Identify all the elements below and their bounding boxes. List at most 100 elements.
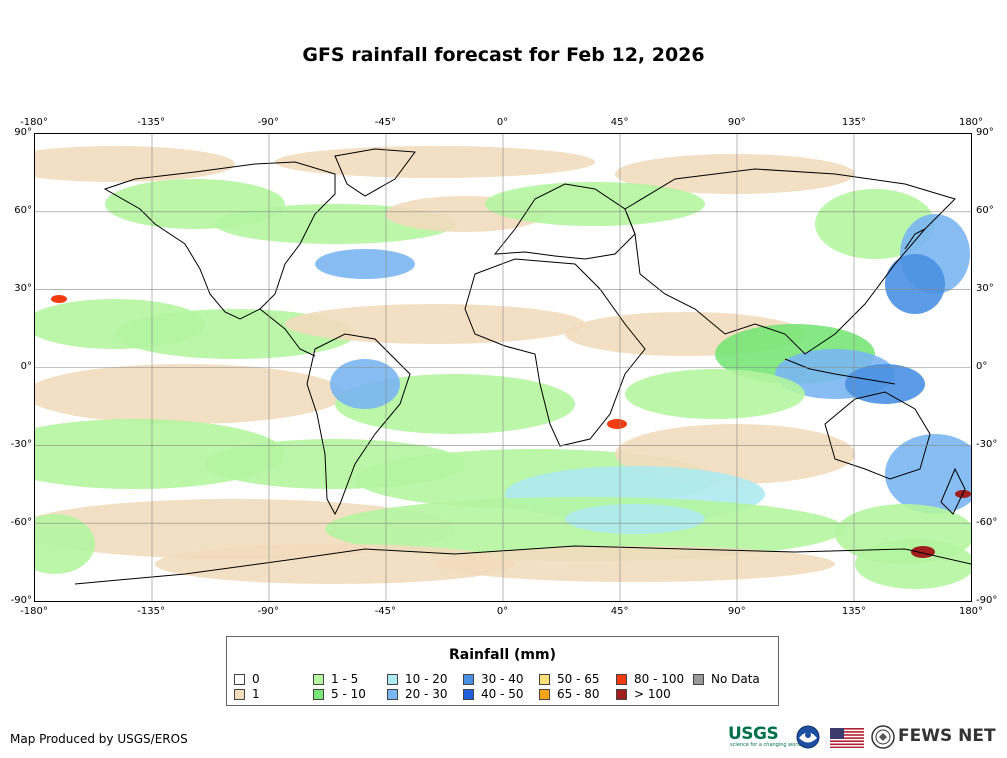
lat-tick-right: 0° xyxy=(976,361,988,372)
lat-tick-right: -30° xyxy=(976,439,998,450)
lon-tick-bottom: -90° xyxy=(257,606,279,617)
rain-area xyxy=(330,359,400,409)
lat-tick-left: 30° xyxy=(14,283,32,294)
lat-tick-right: 30° xyxy=(976,283,994,294)
rain-area xyxy=(155,544,515,584)
lon-tick-top: 135° xyxy=(841,117,866,128)
lat-tick-left: 60° xyxy=(14,205,32,216)
legend-swatch xyxy=(539,674,550,685)
rain-area xyxy=(275,146,595,178)
legend-label: 50 - 65 xyxy=(557,672,600,686)
legend-swatch xyxy=(313,674,324,685)
legend-label: 80 - 100 xyxy=(634,672,685,686)
legend-item: No Data xyxy=(693,673,760,686)
antarctica-outline xyxy=(74,545,971,585)
noaa-logo-icon xyxy=(796,725,820,749)
legend-swatch xyxy=(463,689,474,700)
lat-tick-right: -90° xyxy=(976,595,998,606)
central-america-outline xyxy=(259,308,316,357)
lat-tick-left: -90° xyxy=(10,595,32,606)
lon-tick-bottom: 90° xyxy=(727,606,746,617)
rain-area xyxy=(35,146,235,182)
legend-item: 40 - 50 xyxy=(463,688,524,701)
lat-tick-left: -30° xyxy=(10,439,32,450)
legend-item: 10 - 20 xyxy=(387,673,448,686)
rain-area xyxy=(35,364,345,424)
lon-tick-bottom: 0° xyxy=(496,606,509,617)
rain-area xyxy=(285,304,585,344)
rain-area xyxy=(565,504,705,534)
map-credit: Map Produced by USGS/EROS xyxy=(10,732,188,746)
legend-swatch xyxy=(539,689,550,700)
new-zealand-outline xyxy=(940,467,966,515)
legend-label: 40 - 50 xyxy=(481,687,524,701)
rain-area xyxy=(625,369,805,419)
lon-tick-bottom: 45° xyxy=(610,606,629,617)
maritime-continent-outline xyxy=(784,358,896,385)
legend-label: 20 - 30 xyxy=(405,687,448,701)
lat-tick-right: 60° xyxy=(976,205,994,216)
rainfall-map[interactable] xyxy=(34,133,972,602)
legend-label: 5 - 10 xyxy=(331,687,366,701)
lon-tick-bottom: 135° xyxy=(841,606,866,617)
greenland-outline xyxy=(334,148,416,197)
africa-outline xyxy=(464,258,646,447)
north-america-outline xyxy=(103,161,336,320)
australia-outline xyxy=(824,391,931,480)
usgs-tagline: science for a changing world xyxy=(730,742,802,748)
legend-swatch xyxy=(463,674,474,685)
legend-label: 1 - 5 xyxy=(331,672,359,686)
rain-area xyxy=(855,539,971,589)
lat-tick-right: 90° xyxy=(976,127,994,138)
lon-tick-top: 45° xyxy=(610,117,629,128)
lon-tick-bottom: -45° xyxy=(374,606,397,617)
lat-tick-left: 0° xyxy=(20,361,32,372)
legend-label: > 100 xyxy=(634,687,671,701)
rain-area xyxy=(845,364,925,404)
legend-item: 1 - 5 xyxy=(313,673,358,686)
legend-swatch xyxy=(387,689,398,700)
lon-tick-top: -180° xyxy=(20,117,48,128)
us-flag-icon xyxy=(830,728,864,748)
south-america-outline xyxy=(306,333,411,516)
legend-item: 1 xyxy=(234,688,260,701)
japan-outline xyxy=(904,228,926,250)
legend-item: 65 - 80 xyxy=(539,688,600,701)
legend-item: 5 - 10 xyxy=(313,688,366,701)
usgs-logo: USGS xyxy=(728,724,779,744)
legend-label: 30 - 40 xyxy=(481,672,524,686)
legend-item: 30 - 40 xyxy=(463,673,524,686)
lon-tick-bottom: 180° xyxy=(958,606,984,617)
lon-tick-top: -90° xyxy=(257,117,279,128)
state-department-seal-icon xyxy=(871,725,895,749)
rain-area xyxy=(885,434,971,514)
lat-tick-right: -60° xyxy=(976,517,998,528)
map-canvas xyxy=(35,134,971,601)
lon-tick-bottom: -135° xyxy=(137,606,165,617)
heavy-rain-spot xyxy=(51,295,67,303)
lon-tick-top: 90° xyxy=(727,117,746,128)
lat-tick-left: 90° xyxy=(14,127,32,138)
continent-outlines xyxy=(74,148,971,585)
lon-tick-top: 0° xyxy=(496,117,509,128)
legend-swatch xyxy=(387,674,398,685)
legend-label: 0 xyxy=(252,672,260,686)
legend-item: 20 - 30 xyxy=(387,688,448,701)
legend-item: > 100 xyxy=(616,688,671,701)
graticule xyxy=(35,134,971,601)
heavy-rain-spot xyxy=(607,419,627,429)
legend-label: 10 - 20 xyxy=(405,672,448,686)
rain-area xyxy=(35,499,455,559)
legend-swatch xyxy=(616,674,627,685)
rain-area xyxy=(485,182,705,226)
fews-net-logo: FEWS NET xyxy=(898,726,996,746)
lon-tick-top: 180° xyxy=(958,117,984,128)
rain-area xyxy=(435,546,835,582)
legend-swatch xyxy=(234,674,245,685)
lon-tick-top: -45° xyxy=(374,117,397,128)
legend-swatch xyxy=(234,689,245,700)
rain-area xyxy=(615,154,855,194)
legend-item: 80 - 100 xyxy=(616,673,684,686)
legend-item: 0 xyxy=(234,673,260,686)
